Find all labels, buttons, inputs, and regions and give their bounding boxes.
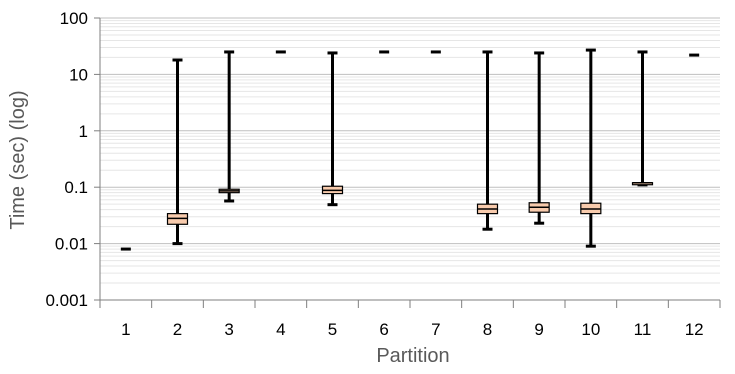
y-tick-label: 100 <box>60 9 88 28</box>
major-gridlines <box>94 17 720 301</box>
x-tick-label: 7 <box>431 320 440 339</box>
box-8 <box>476 50 499 231</box>
box-3 <box>218 50 240 203</box>
axes <box>99 18 720 301</box>
x-axis-title: Partition <box>376 345 449 367</box>
y-tick-label: 10 <box>69 65 88 84</box>
box-2 <box>166 58 189 246</box>
x-tick-label: 1 <box>121 320 130 339</box>
minor-gridlines <box>100 20 720 284</box>
y-axis-title: Time (sec) (log) <box>7 90 29 229</box>
box-5 <box>321 51 344 207</box>
box-10 <box>580 48 602 248</box>
x-tick-label: 11 <box>634 320 652 339</box>
y-tick-label: 0.1 <box>64 178 88 197</box>
box-9 <box>528 51 550 225</box>
x-tick-label: 2 <box>173 320 182 339</box>
x-tick-label: 3 <box>224 320 233 339</box>
y-tick-label: 1 <box>79 122 88 141</box>
y-tick-label: 0.001 <box>45 291 88 310</box>
box-series <box>120 48 700 251</box>
x-tick-label: 4 <box>276 320 285 339</box>
y-tick-label: 0.01 <box>55 235 88 254</box>
x-tick-label: 12 <box>685 320 704 339</box>
x-tick-label: 10 <box>581 320 600 339</box>
x-tick-label: 5 <box>328 320 337 339</box>
box-11 <box>631 50 654 187</box>
x-tick-marks <box>99 300 721 308</box>
x-tick-labels: 1 2 3 4 5 6 7 8 9 10 11 12 <box>121 320 704 339</box>
x-tick-label: 6 <box>379 320 388 339</box>
y-tick-labels: 0.001 0.01 0.1 1 10 100 <box>45 9 88 310</box>
x-tick-label: 9 <box>534 320 543 339</box>
x-tick-label: 8 <box>483 320 492 339</box>
